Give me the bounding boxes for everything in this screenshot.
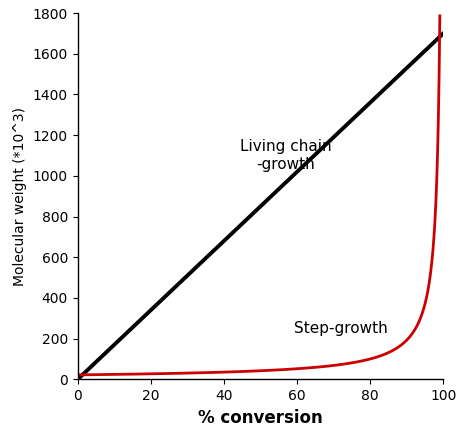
Text: Step-growth: Step-growth [294,320,388,336]
Y-axis label: Molecular weight (*10^3): Molecular weight (*10^3) [13,107,27,286]
X-axis label: % conversion: % conversion [198,409,323,426]
Text: Living chain
-growth: Living chain -growth [240,140,332,172]
